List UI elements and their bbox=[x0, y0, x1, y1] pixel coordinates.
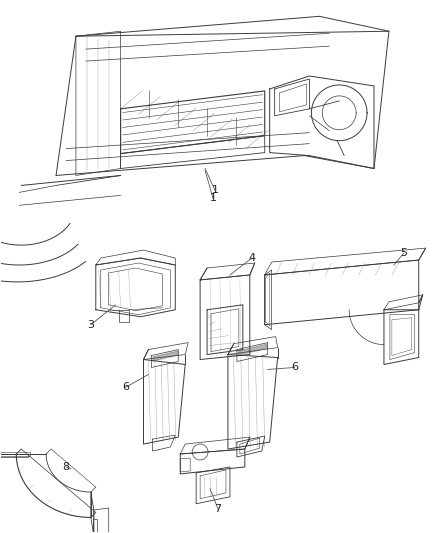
Text: 1: 1 bbox=[212, 185, 219, 196]
Text: 6: 6 bbox=[122, 382, 129, 392]
Text: 4: 4 bbox=[248, 253, 255, 263]
Text: 8: 8 bbox=[62, 462, 70, 472]
Text: 1: 1 bbox=[209, 193, 216, 204]
Text: 6: 6 bbox=[291, 362, 298, 373]
Text: 7: 7 bbox=[215, 504, 222, 514]
Text: 5: 5 bbox=[400, 248, 407, 258]
Text: 3: 3 bbox=[87, 320, 94, 330]
